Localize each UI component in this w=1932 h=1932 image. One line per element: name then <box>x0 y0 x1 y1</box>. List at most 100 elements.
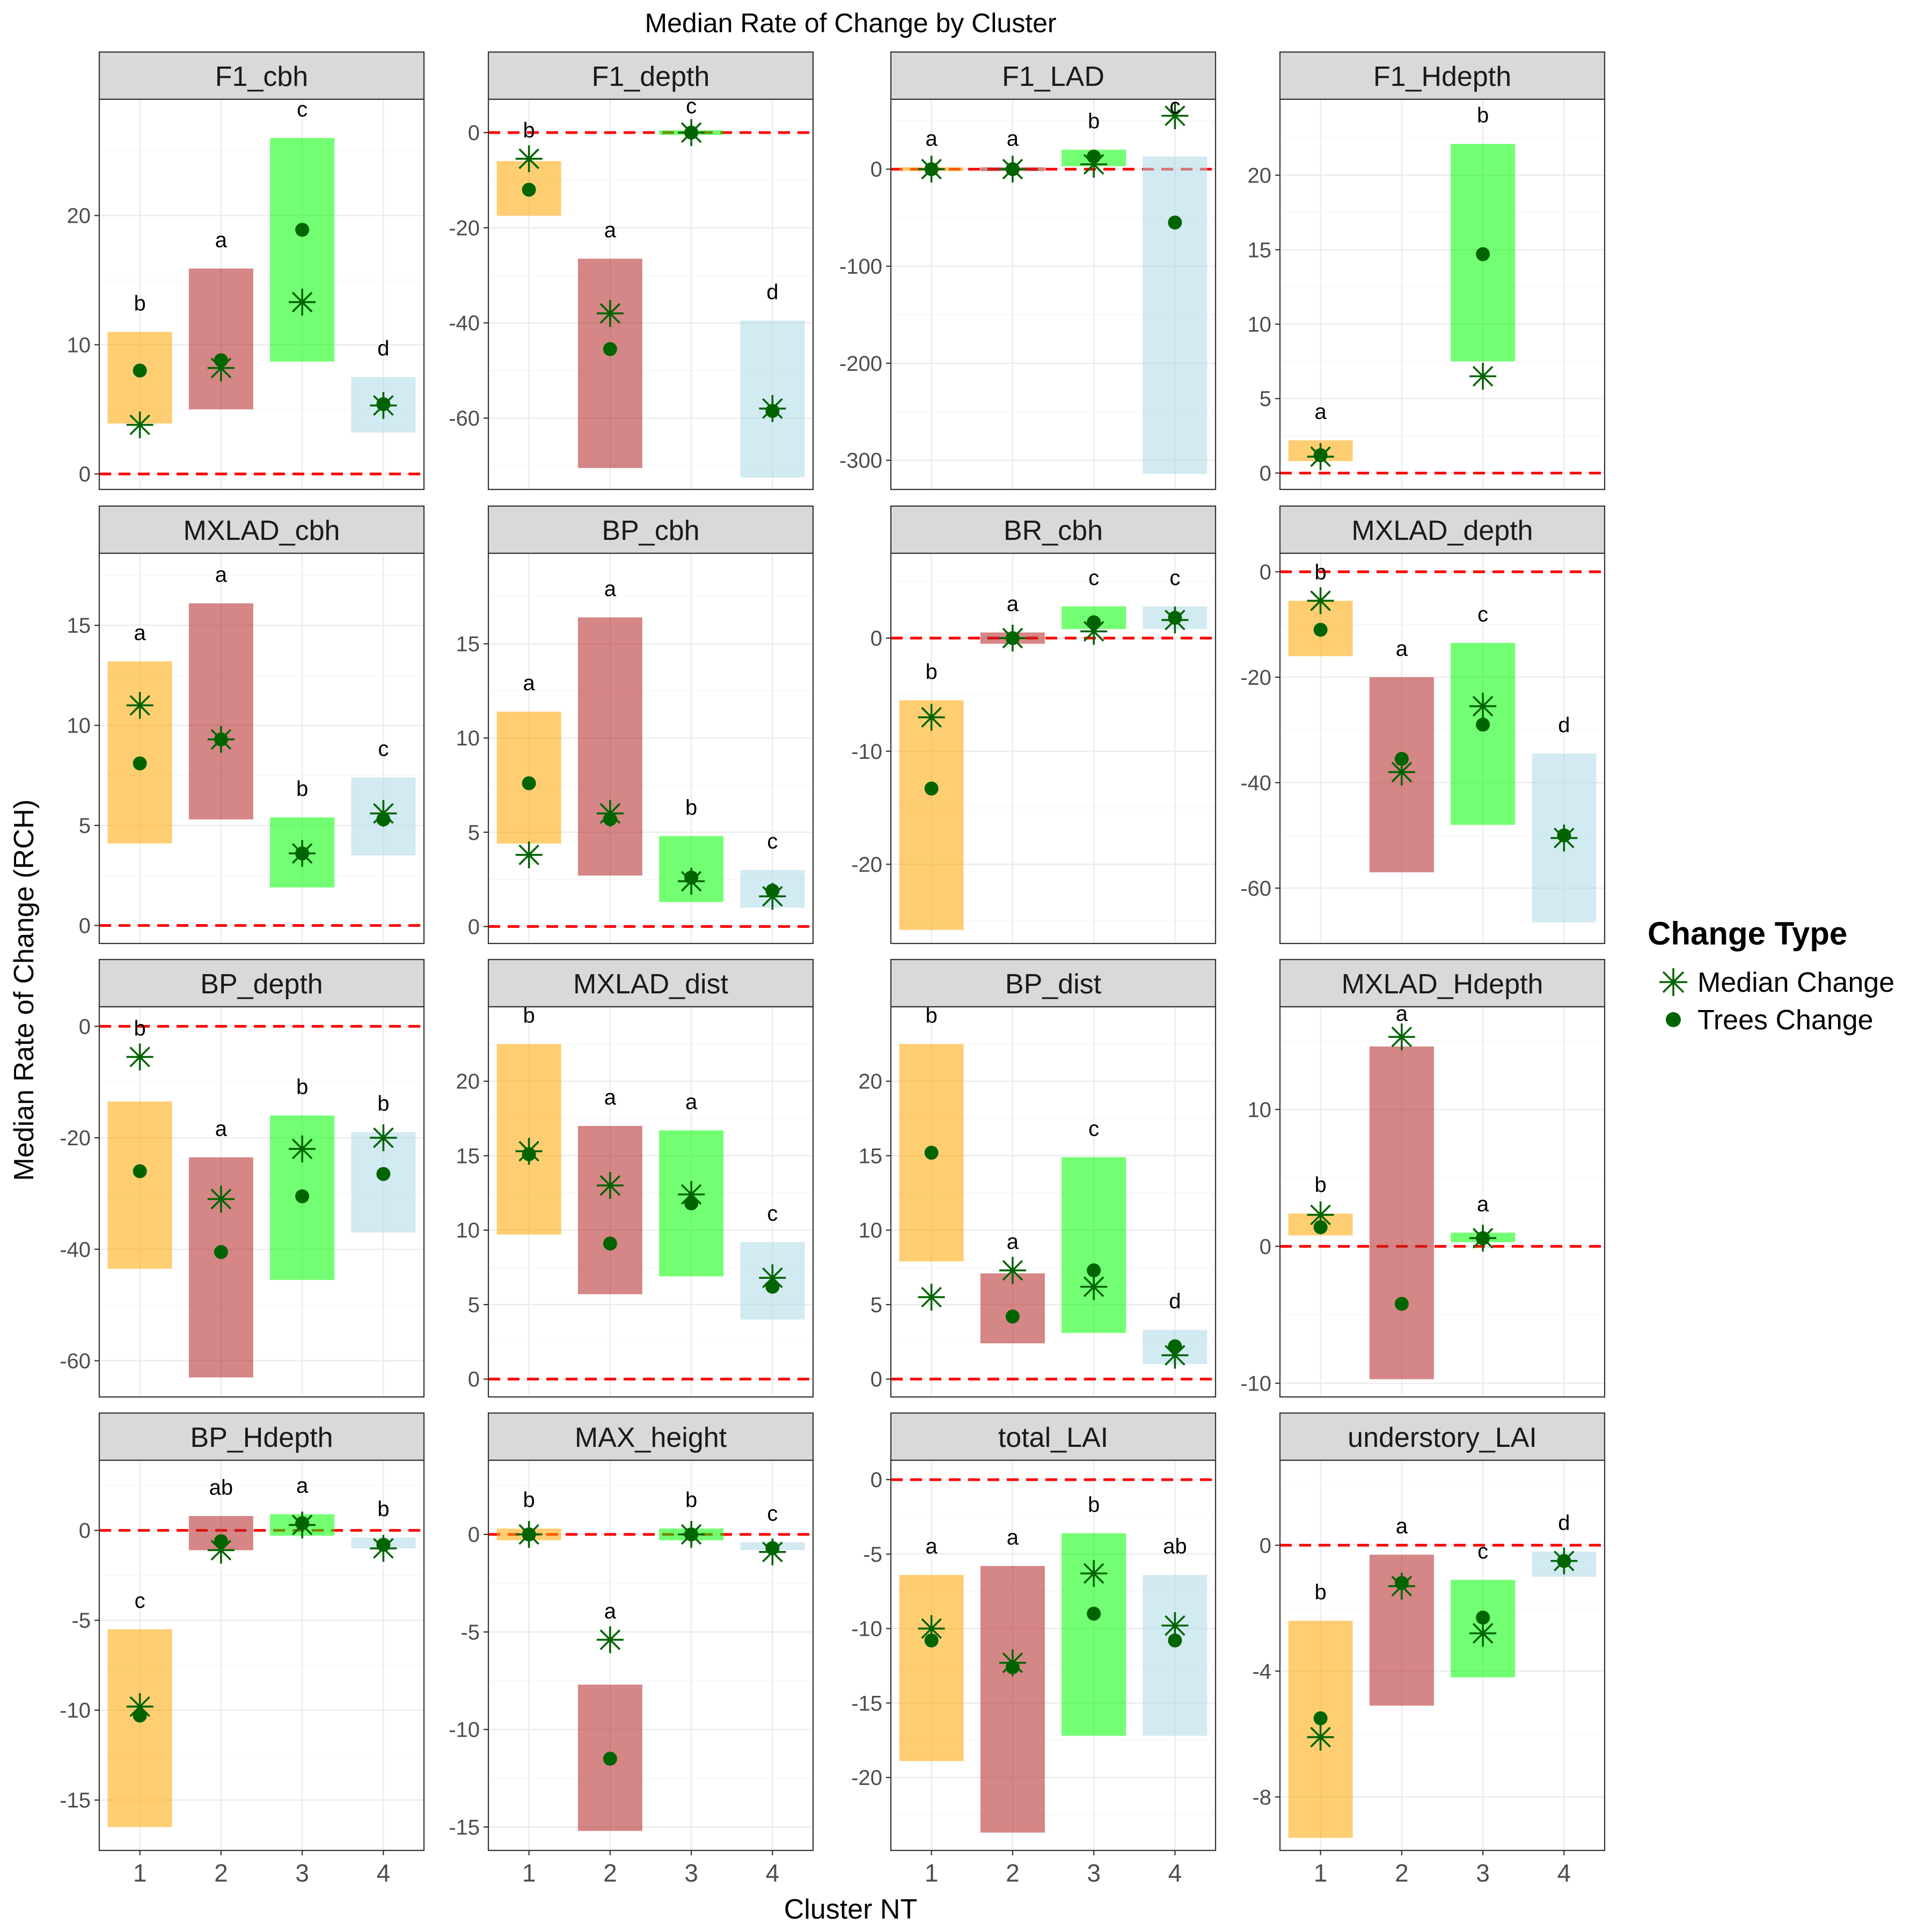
y-tick-label: 15 <box>1248 238 1272 262</box>
range-bar-cluster-1 <box>107 661 172 844</box>
range-bar-cluster-2 <box>188 603 253 819</box>
y-tick-label: -40 <box>449 312 480 335</box>
y-tick-label: 0 <box>468 915 480 939</box>
y-tick-label: 20 <box>67 204 91 228</box>
y-tick-label: 15 <box>859 1144 883 1168</box>
y-tick-label: -60 <box>60 1349 91 1373</box>
significance-letter: a <box>926 1535 938 1558</box>
trees-change-point <box>1476 1611 1490 1625</box>
legend-dot-icon <box>1666 1012 1681 1027</box>
significance-letter: ab <box>1163 1535 1187 1558</box>
median-change-point <box>1469 363 1497 390</box>
trees-change-point <box>1168 1633 1182 1648</box>
y-tick-label: -8 <box>1252 1785 1271 1809</box>
y-tick-label: -10 <box>60 1699 91 1723</box>
significance-letter: b <box>296 777 308 801</box>
y-tick-label: 10 <box>456 727 480 750</box>
median-change-point <box>126 692 153 719</box>
significance-letter: b <box>1315 560 1327 584</box>
significance-letter: c <box>1169 566 1180 590</box>
x-tick-label: 3 <box>1476 1859 1490 1887</box>
panel-background <box>1280 1007 1605 1397</box>
trees-change-point <box>133 756 147 771</box>
y-tick-label: -15 <box>851 1692 882 1715</box>
x-tick-label: 4 <box>377 1859 391 1887</box>
panel-border <box>98 1459 425 1851</box>
median-change-point <box>596 1172 624 1199</box>
panel-border <box>1279 98 1606 491</box>
median-change-point <box>207 1185 235 1213</box>
y-tick-label: 0 <box>870 627 882 650</box>
significance-letter: a <box>604 1086 617 1109</box>
range-bar-cluster-2 <box>980 1566 1045 1833</box>
y-tick-label: 15 <box>456 1144 480 1168</box>
trees-change-point <box>1394 1297 1409 1311</box>
y-tick-label: 0 <box>468 121 480 145</box>
y-tick-label: -10 <box>851 1618 882 1641</box>
panel-border <box>890 552 1217 945</box>
significance-letter: a <box>604 218 617 242</box>
panel-border <box>487 552 814 945</box>
significance-letter: b <box>134 1016 146 1040</box>
panel-border <box>1279 1459 1606 1851</box>
median-change-point <box>207 354 235 382</box>
range-bar-cluster-3 <box>270 138 335 362</box>
trees-change-point <box>133 1164 147 1179</box>
facet-strip <box>890 505 1217 554</box>
trees-change-point <box>924 781 939 796</box>
x-tick-label: 2 <box>214 1859 228 1887</box>
facet-strip-label: total_LAI <box>998 1422 1108 1453</box>
y-tick-label: 0 <box>870 1368 882 1392</box>
facet-strip-label: MXLAD_dist <box>573 969 729 1000</box>
panel-background <box>1280 99 1605 489</box>
y-tick-label: 5 <box>468 821 480 845</box>
y-tick-label: -5 <box>460 1621 480 1644</box>
median-change-point <box>515 1138 543 1165</box>
median-change-point <box>596 1626 624 1653</box>
x-tick-label: 4 <box>1168 1859 1182 1887</box>
median-change-point <box>289 840 316 867</box>
legend-title: Change Type <box>1648 916 1847 952</box>
facet-strip-label: F1_depth <box>592 61 710 92</box>
significance-letter: b <box>523 1488 535 1512</box>
median-change-point <box>1469 692 1497 720</box>
significance-letter: c <box>1169 94 1180 118</box>
significance-letter: a <box>604 577 617 601</box>
y-tick-label: 0 <box>79 463 91 486</box>
x-tick-label: 3 <box>295 1859 309 1887</box>
median-change-point <box>759 395 786 422</box>
trees-change-point <box>1313 1711 1328 1725</box>
median-change-point <box>678 1521 705 1548</box>
median-change-point <box>759 1538 786 1565</box>
panel-background <box>488 1460 813 1850</box>
y-tick-label: 0 <box>79 1519 91 1543</box>
trees-change-point <box>924 1145 939 1160</box>
significance-letter: b <box>926 1004 938 1027</box>
y-tick-label: -10 <box>449 1718 480 1742</box>
facet-strip-label: MXLAD_cbh <box>184 515 340 546</box>
legend-star-icon <box>1659 968 1687 996</box>
y-tick-label: 0 <box>1260 560 1271 584</box>
chart-title: Median Rate of Change by Cluster <box>645 8 1056 38</box>
median-change-point <box>1161 606 1189 634</box>
median-change-point <box>1388 758 1415 786</box>
y-tick-label: 0 <box>79 914 91 938</box>
median-change-point <box>207 1536 235 1564</box>
facet-strip-label: F1_Hdepth <box>1373 61 1511 92</box>
x-tick-label: 4 <box>1557 1859 1571 1887</box>
panel-border <box>890 1459 1217 1851</box>
trees-change-point <box>1087 1606 1101 1621</box>
legend-item-median: Median Change <box>1659 967 1894 998</box>
significance-letter: a <box>215 228 228 252</box>
y-tick-label: 0 <box>870 158 882 181</box>
median-change-point <box>1550 824 1578 852</box>
